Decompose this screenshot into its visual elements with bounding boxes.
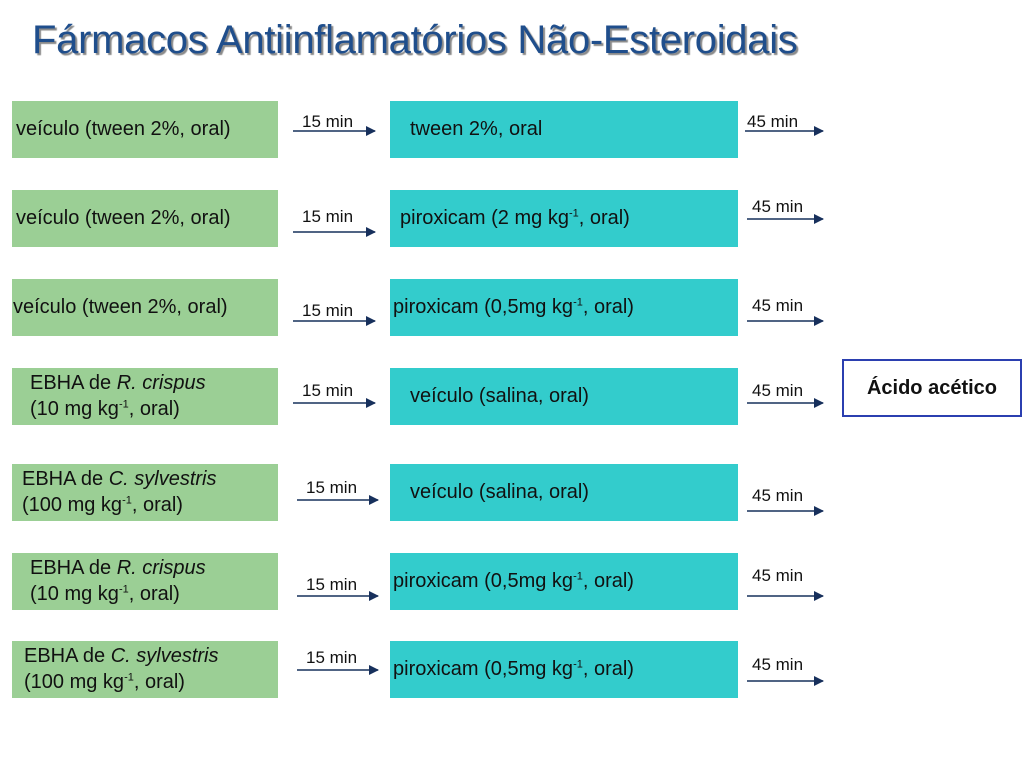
pretreatment-line-2: (10 mg kg-1, oral) (30, 397, 180, 420)
pretreatment-box-5: EBHA de C. sylvestris (100 mg kg-1, oral… (12, 464, 278, 521)
pretreatment-text: veículo (tween 2%, oral) (13, 295, 228, 318)
treatment-text: piroxicam (0,5mg kg-1, oral) (393, 657, 634, 680)
treatment-box-6: piroxicam (0,5mg kg-1, oral) (390, 553, 738, 610)
interval-label-15min: 15 min (302, 301, 354, 320)
pretreatment-box-6: EBHA de R. crispus (10 mg kg-1, oral) (12, 553, 278, 610)
treatment-box-5: veículo (salina, oral) (390, 464, 738, 521)
slide-title: Fármacos Antiinflamatórios Não-Esteroida… (32, 18, 798, 62)
treatment-text: piroxicam (0,5mg kg-1, oral) (393, 569, 634, 592)
interval-label-15min: 15 min (302, 112, 354, 131)
pretreatment-line-1: EBHA de R. crispus (30, 371, 206, 394)
interval-label-45min: 45 min (752, 296, 804, 315)
interval-label-45min: 45 min (752, 197, 804, 216)
pretreatment-box-1: veículo (tween 2%, oral) (12, 101, 278, 158)
pretreatment-line-1: EBHA de R. crispus (30, 556, 206, 579)
pretreatment-line-2: (10 mg kg-1, oral) (30, 582, 180, 605)
treatment-box-2: piroxicam (2 mg kg-1, oral) (390, 190, 738, 247)
treatment-box-4: veículo (salina, oral) (390, 368, 738, 425)
treatment-text: piroxicam (0,5mg kg-1, oral) (393, 295, 634, 318)
pretreatment-line-2: (100 mg kg-1, oral) (24, 670, 185, 693)
treatment-text: piroxicam (2 mg kg-1, oral) (400, 206, 630, 229)
result-text: Ácido acético (866, 376, 998, 399)
interval-label-15min: 15 min (302, 381, 354, 400)
result-box-acetic-acid: Ácido acético (842, 359, 1022, 417)
treatment-text: tween 2%, oral (410, 117, 543, 140)
treatment-text: veículo (salina, oral) (410, 480, 589, 503)
pretreatment-line-1: EBHA de C. sylvestris (24, 644, 219, 667)
interval-label-45min: 45 min (752, 381, 804, 400)
pretreatment-box-3: veículo (tween 2%, oral) (12, 279, 278, 336)
treatment-box-7: piroxicam (0,5mg kg-1, oral) (390, 641, 738, 698)
interval-label-45min: 45 min (752, 566, 804, 585)
treatment-text: veículo (salina, oral) (410, 384, 589, 407)
interval-label-15min: 15 min (306, 575, 358, 594)
pretreatment-box-2: veículo (tween 2%, oral) (12, 190, 278, 247)
interval-label-15min: 15 min (306, 478, 358, 497)
pretreatment-box-7: EBHA de C. sylvestris (100 mg kg-1, oral… (12, 641, 278, 698)
interval-label-15min: 15 min (302, 207, 354, 226)
interval-label-15min: 15 min (306, 648, 358, 667)
pretreatment-line-1: EBHA de C. sylvestris (22, 467, 217, 490)
treatment-box-3: piroxicam (0,5mg kg-1, oral) (390, 279, 738, 336)
treatment-box-1: tween 2%, oral (390, 101, 738, 158)
pretreatment-text: veículo (tween 2%, oral) (16, 206, 231, 229)
pretreatment-line-2: (100 mg kg-1, oral) (22, 493, 183, 516)
pretreatment-box-4: EBHA de R. crispus (10 mg kg-1, oral) (12, 368, 278, 425)
interval-label-45min: 45 min (752, 486, 804, 505)
interval-label-45min: 45 min (747, 112, 799, 131)
interval-label-45min: 45 min (752, 655, 804, 674)
pretreatment-text: veículo (tween 2%, oral) (16, 117, 231, 140)
